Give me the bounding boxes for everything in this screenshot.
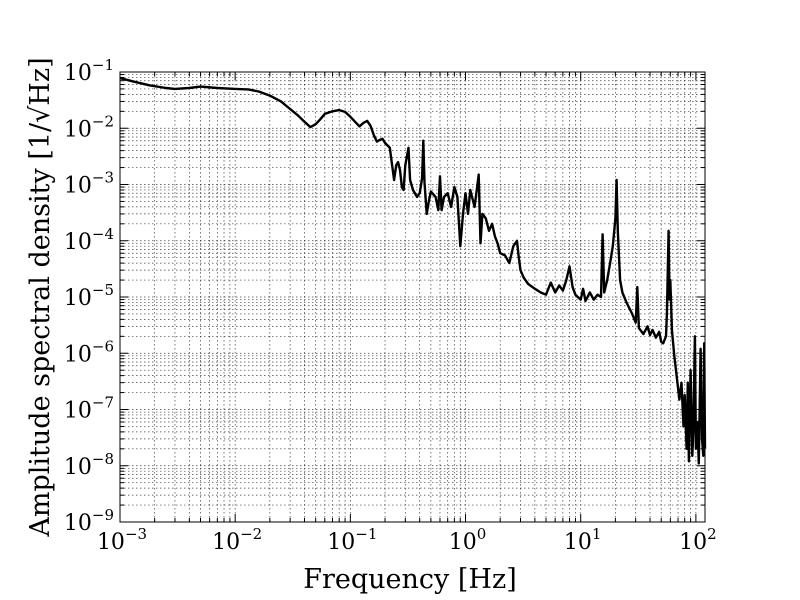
frame-ticks bbox=[119, 71, 705, 523]
y-tick-label: 10−5 bbox=[64, 281, 114, 311]
x-axis-label: Frequency [Hz] bbox=[303, 564, 516, 595]
y-tick-label: 10−8 bbox=[64, 450, 114, 480]
x-tick-labels: 10−3 10−2 10−1 100 101 102 bbox=[97, 525, 717, 555]
y-tick-label: 10−2 bbox=[64, 112, 114, 142]
x-tick-label: 10−2 bbox=[212, 525, 262, 555]
y-tick-label: 10−6 bbox=[64, 337, 114, 367]
y-tick-label: 10−9 bbox=[64, 506, 114, 536]
x-tick-label: 101 bbox=[564, 525, 602, 555]
x-tick-label: 102 bbox=[679, 525, 717, 555]
series-line bbox=[119, 76, 707, 465]
y-tick-label: 10−3 bbox=[64, 169, 114, 199]
y-tick-label: 10−7 bbox=[64, 394, 114, 424]
x-tick-label: 100 bbox=[449, 525, 487, 555]
x-tick-label: 10−3 bbox=[97, 525, 147, 555]
y-tick-label: 10−4 bbox=[64, 225, 114, 255]
y-tick-label: 10−1 bbox=[64, 56, 114, 86]
x-tick-label: 10−1 bbox=[327, 525, 377, 555]
grid bbox=[119, 71, 705, 523]
y-axis-label: Amplitude spectral density [1/√Hz] bbox=[25, 57, 56, 537]
y-tick-labels: 10−9 10−8 10−7 10−6 10−5 10−4 10−3 10−2 10−1 bbox=[64, 56, 114, 536]
